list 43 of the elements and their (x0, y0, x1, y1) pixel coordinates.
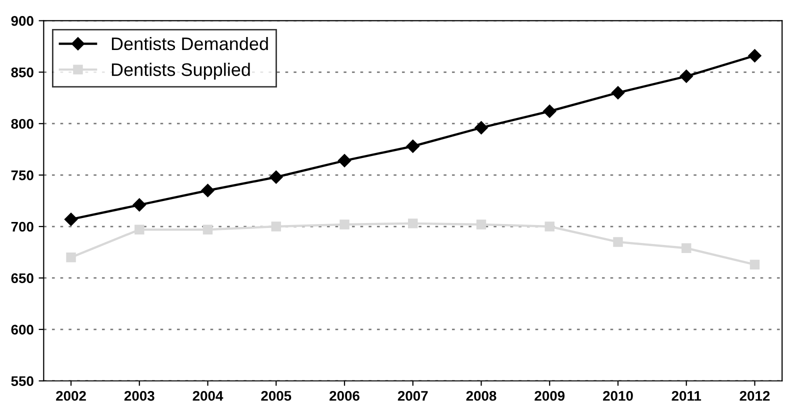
point (611, 86, 625, 100)
x-tick-label: 2007 (398, 390, 428, 401)
point (474, 121, 488, 134)
y-tick-label: 800 (11, 118, 34, 129)
point (270, 170, 283, 184)
point (201, 184, 214, 198)
point (748, 49, 762, 62)
point (543, 104, 556, 118)
point (613, 237, 623, 247)
y-tick-label: 650 (11, 273, 34, 284)
legend-label: Dentists Demanded (112, 36, 268, 50)
point (544, 222, 554, 232)
point (338, 154, 352, 168)
x-tick-label: 2012 (740, 390, 770, 401)
point (408, 218, 418, 228)
point (476, 220, 486, 230)
x-tick-label: 2008 (466, 390, 496, 401)
point (682, 243, 692, 253)
x-tick-label: 2011 (672, 390, 702, 401)
y-tick-label: 900 (11, 16, 34, 26)
x-tick-label: 2002 (56, 390, 86, 401)
point (680, 70, 693, 83)
point (132, 198, 146, 212)
point (406, 140, 420, 153)
x-tick-label: 2006 (330, 390, 360, 401)
x-tick-label: 2009 (534, 390, 565, 401)
y-tick-label: 750 (11, 170, 34, 180)
point (271, 222, 281, 232)
legend-label: Dentists Supplied (112, 62, 250, 80)
point (750, 260, 760, 270)
point (64, 212, 78, 226)
point (134, 224, 144, 234)
x-tick-label: 2010 (603, 390, 633, 401)
point (202, 224, 213, 234)
x-tick-label: 2005 (261, 390, 292, 401)
point (340, 220, 350, 230)
x-tick-label: 2003 (124, 390, 154, 401)
y-tick-label: 550 (11, 376, 34, 386)
point (66, 252, 76, 262)
y-tick-label: 700 (11, 222, 34, 232)
y-tick-label: 850 (11, 67, 34, 78)
x-tick-label: 2004 (192, 390, 224, 401)
y-tick-label: 600 (11, 324, 34, 335)
